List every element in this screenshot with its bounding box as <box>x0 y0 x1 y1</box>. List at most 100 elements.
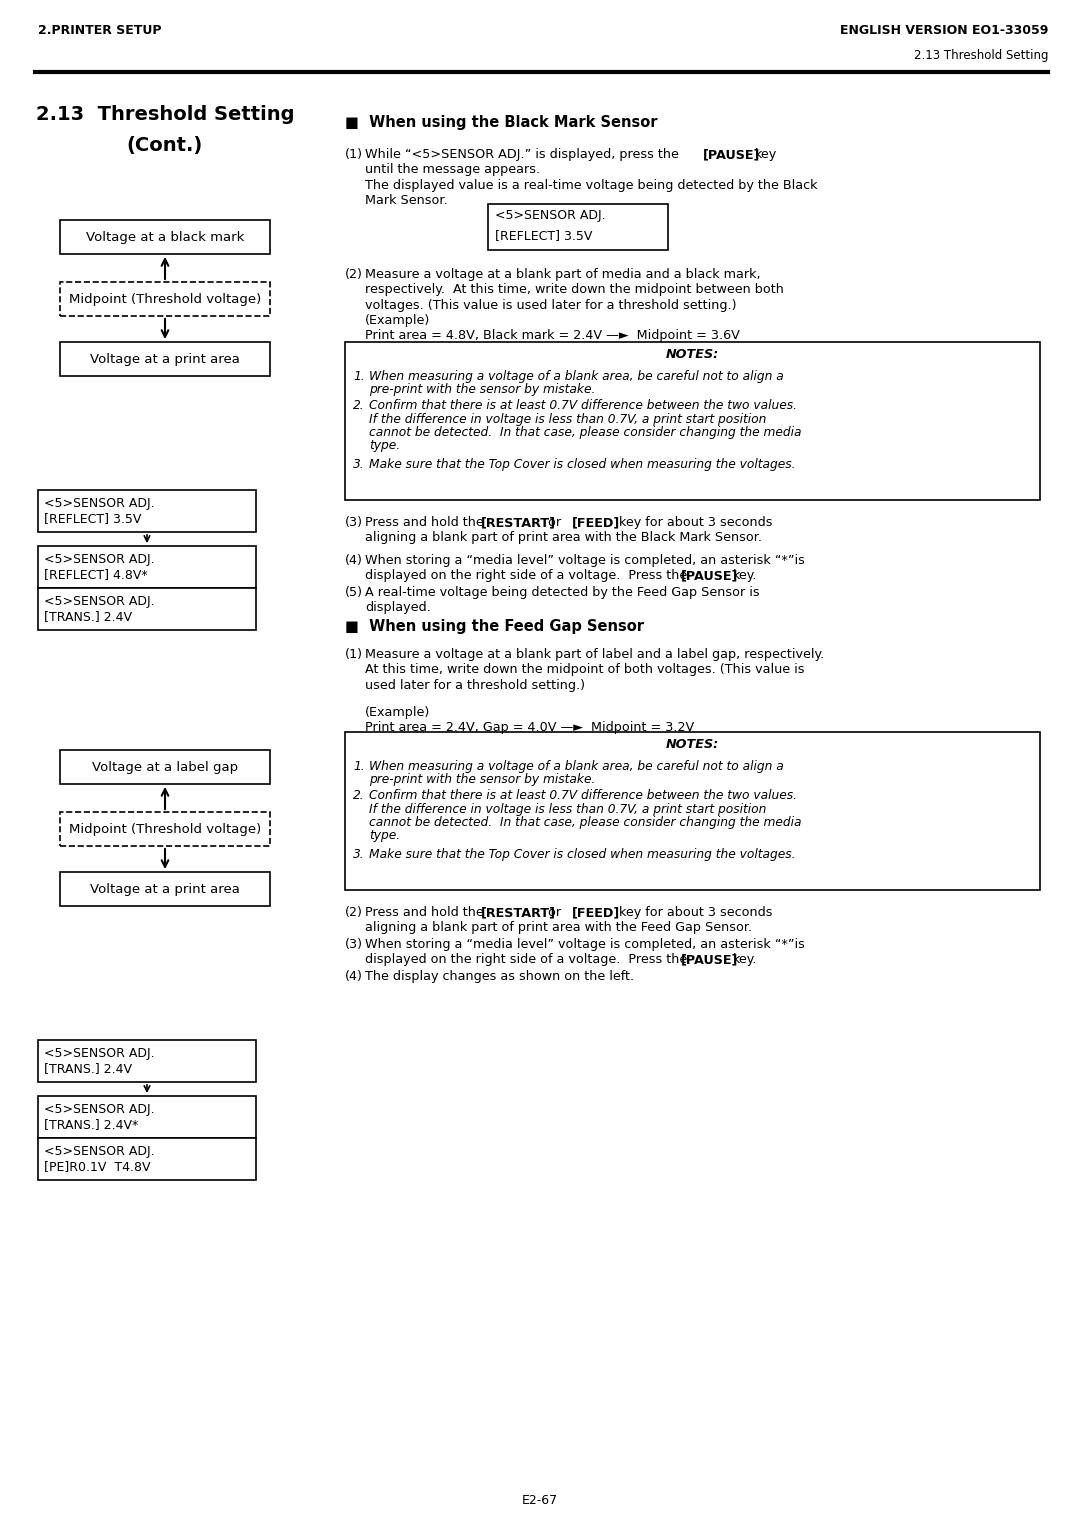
Text: When measuring a voltage of a blank area, be careful not to align a: When measuring a voltage of a blank area… <box>369 759 784 773</box>
Text: [RESTART]: [RESTART] <box>481 906 556 918</box>
Text: [PAUSE]: [PAUSE] <box>703 148 760 160</box>
Text: Midpoint (Threshold voltage): Midpoint (Threshold voltage) <box>69 292 261 306</box>
Text: displayed on the right side of a voltage.  Press the: displayed on the right side of a voltage… <box>365 570 691 582</box>
Text: <5>SENSOR ADJ.: <5>SENSOR ADJ. <box>44 553 154 565</box>
Text: until the message appears.: until the message appears. <box>365 163 540 177</box>
Text: ENGLISH VERSION EO1-33059: ENGLISH VERSION EO1-33059 <box>839 23 1048 37</box>
Text: Make sure that the Top Cover is closed when measuring the voltages.: Make sure that the Top Cover is closed w… <box>369 848 796 860</box>
Text: 2.: 2. <box>353 399 365 413</box>
Text: [PE]R0.1V  T4.8V: [PE]R0.1V T4.8V <box>44 1160 150 1174</box>
Text: Measure a voltage at a blank part of label and a label gap, respectively.: Measure a voltage at a blank part of lab… <box>365 648 824 662</box>
Text: A real-time voltage being detected by the Feed Gap Sensor is: A real-time voltage being detected by th… <box>365 587 759 599</box>
Bar <box>345 342 1040 500</box>
Text: [PAUSE]: [PAUSE] <box>681 570 739 582</box>
Bar <box>38 1096 256 1138</box>
Text: Voltage at a label gap: Voltage at a label gap <box>92 761 238 773</box>
Text: When storing a “media level” voltage is completed, an asterisk “*”is: When storing a “media level” voltage is … <box>365 555 805 567</box>
Text: Print area = 4.8V, Black mark = 2.4V —►  Midpoint = 3.6V: Print area = 4.8V, Black mark = 2.4V —► … <box>365 330 740 342</box>
Text: [RESTART]: [RESTART] <box>481 516 556 529</box>
Text: Measure a voltage at a blank part of media and a black mark,: Measure a voltage at a blank part of med… <box>365 267 760 281</box>
Text: type.: type. <box>369 830 400 842</box>
Text: key: key <box>755 148 778 160</box>
Text: key.: key. <box>733 953 757 967</box>
Text: (3): (3) <box>345 938 363 950</box>
Text: NOTES:: NOTES: <box>666 348 719 362</box>
Text: [TRANS.] 2.4V: [TRANS.] 2.4V <box>44 611 132 623</box>
Text: <5>SENSOR ADJ.: <5>SENSOR ADJ. <box>44 1144 154 1158</box>
Text: (2): (2) <box>345 906 363 918</box>
Bar <box>345 732 1040 889</box>
Text: Midpoint (Threshold voltage): Midpoint (Threshold voltage) <box>69 822 261 836</box>
Bar <box>488 205 669 251</box>
Text: respectively.  At this time, write down the midpoint between both: respectively. At this time, write down t… <box>365 284 784 296</box>
Text: (1): (1) <box>345 648 363 662</box>
Text: While “<5>SENSOR ADJ.” is displayed, press the: While “<5>SENSOR ADJ.” is displayed, pre… <box>365 148 683 160</box>
Bar <box>38 1138 256 1180</box>
Text: Print area = 2.4V, Gap = 4.0V —►  Midpoint = 3.2V: Print area = 2.4V, Gap = 4.0V —► Midpoin… <box>365 721 694 735</box>
Text: [FEED]: [FEED] <box>572 906 620 918</box>
Text: key for about 3 seconds: key for about 3 seconds <box>615 516 772 529</box>
Bar <box>60 220 270 254</box>
Bar <box>38 588 256 630</box>
Text: aligning a blank part of print area with the Feed Gap Sensor.: aligning a blank part of print area with… <box>365 921 752 935</box>
Text: (1): (1) <box>345 148 363 160</box>
Text: key.: key. <box>733 570 757 582</box>
Text: type.: type. <box>369 440 400 452</box>
Text: If the difference in voltage is less than 0.7V, a print start position: If the difference in voltage is less tha… <box>369 413 767 425</box>
Text: Voltage at a print area: Voltage at a print area <box>90 883 240 895</box>
Text: At this time, write down the midpoint of both voltages. (This value is: At this time, write down the midpoint of… <box>365 663 805 677</box>
Text: 2.: 2. <box>353 788 365 802</box>
Bar <box>38 545 256 588</box>
Text: 2.PRINTER SETUP: 2.PRINTER SETUP <box>38 23 162 37</box>
Text: 2.13 Threshold Setting: 2.13 Threshold Setting <box>914 49 1048 61</box>
Text: Voltage at a print area: Voltage at a print area <box>90 353 240 365</box>
Text: or: or <box>544 906 565 918</box>
Text: [FEED]: [FEED] <box>572 516 620 529</box>
Text: NOTES:: NOTES: <box>666 738 719 752</box>
Text: <5>SENSOR ADJ.: <5>SENSOR ADJ. <box>495 209 606 223</box>
Text: 3.: 3. <box>353 458 365 471</box>
Text: voltages. (This value is used later for a threshold setting.): voltages. (This value is used later for … <box>365 299 737 312</box>
Text: E2-67: E2-67 <box>522 1493 558 1507</box>
Bar <box>60 811 270 847</box>
Text: If the difference in voltage is less than 0.7V, a print start position: If the difference in voltage is less tha… <box>369 802 767 816</box>
Text: <5>SENSOR ADJ.: <5>SENSOR ADJ. <box>44 594 154 608</box>
Text: [REFLECT] 4.8V*: [REFLECT] 4.8V* <box>44 568 148 582</box>
Text: [PAUSE]: [PAUSE] <box>681 953 739 967</box>
Text: pre-print with the sensor by mistake.: pre-print with the sensor by mistake. <box>369 384 595 396</box>
Text: key for about 3 seconds: key for about 3 seconds <box>615 906 772 918</box>
Text: Mark Sensor.: Mark Sensor. <box>365 194 447 208</box>
Text: The displayed value is a real-time voltage being detected by the Black: The displayed value is a real-time volta… <box>365 179 818 193</box>
Text: Press and hold the: Press and hold the <box>365 906 488 918</box>
Text: used later for a threshold setting.): used later for a threshold setting.) <box>365 678 585 692</box>
Text: <5>SENSOR ADJ.: <5>SENSOR ADJ. <box>44 1103 154 1115</box>
Text: Confirm that there is at least 0.7V difference between the two values.: Confirm that there is at least 0.7V diff… <box>369 788 797 802</box>
Text: ■  When using the Black Mark Sensor: ■ When using the Black Mark Sensor <box>345 115 658 130</box>
Text: cannot be detected.  In that case, please consider changing the media: cannot be detected. In that case, please… <box>369 426 801 439</box>
Text: [REFLECT] 3.5V: [REFLECT] 3.5V <box>495 229 592 243</box>
Text: [REFLECT] 3.5V: [REFLECT] 3.5V <box>44 512 141 526</box>
Bar <box>60 872 270 906</box>
Bar <box>60 750 270 784</box>
Text: When measuring a voltage of a blank area, be careful not to align a: When measuring a voltage of a blank area… <box>369 370 784 384</box>
Text: [TRANS.] 2.4V: [TRANS.] 2.4V <box>44 1062 132 1076</box>
Text: (2): (2) <box>345 267 363 281</box>
Text: (Cont.): (Cont.) <box>126 136 203 154</box>
Text: [TRANS.] 2.4V*: [TRANS.] 2.4V* <box>44 1118 138 1132</box>
Text: (Example): (Example) <box>365 706 430 720</box>
Text: <5>SENSOR ADJ.: <5>SENSOR ADJ. <box>44 1047 154 1059</box>
Text: pre-print with the sensor by mistake.: pre-print with the sensor by mistake. <box>369 773 595 787</box>
Text: Voltage at a black mark: Voltage at a black mark <box>85 231 244 243</box>
Text: displayed.: displayed. <box>365 602 431 614</box>
Bar <box>38 1041 256 1082</box>
Bar <box>38 490 256 532</box>
Text: Make sure that the Top Cover is closed when measuring the voltages.: Make sure that the Top Cover is closed w… <box>369 458 796 471</box>
Text: displayed on the right side of a voltage.  Press the: displayed on the right side of a voltage… <box>365 953 691 967</box>
Text: 1.: 1. <box>353 759 365 773</box>
Text: (3): (3) <box>345 516 363 529</box>
Text: The display changes as shown on the left.: The display changes as shown on the left… <box>365 970 634 983</box>
Text: cannot be detected.  In that case, please consider changing the media: cannot be detected. In that case, please… <box>369 816 801 830</box>
Text: 2.13  Threshold Setting: 2.13 Threshold Setting <box>36 105 294 124</box>
Bar <box>60 342 270 376</box>
Text: (Example): (Example) <box>365 313 430 327</box>
